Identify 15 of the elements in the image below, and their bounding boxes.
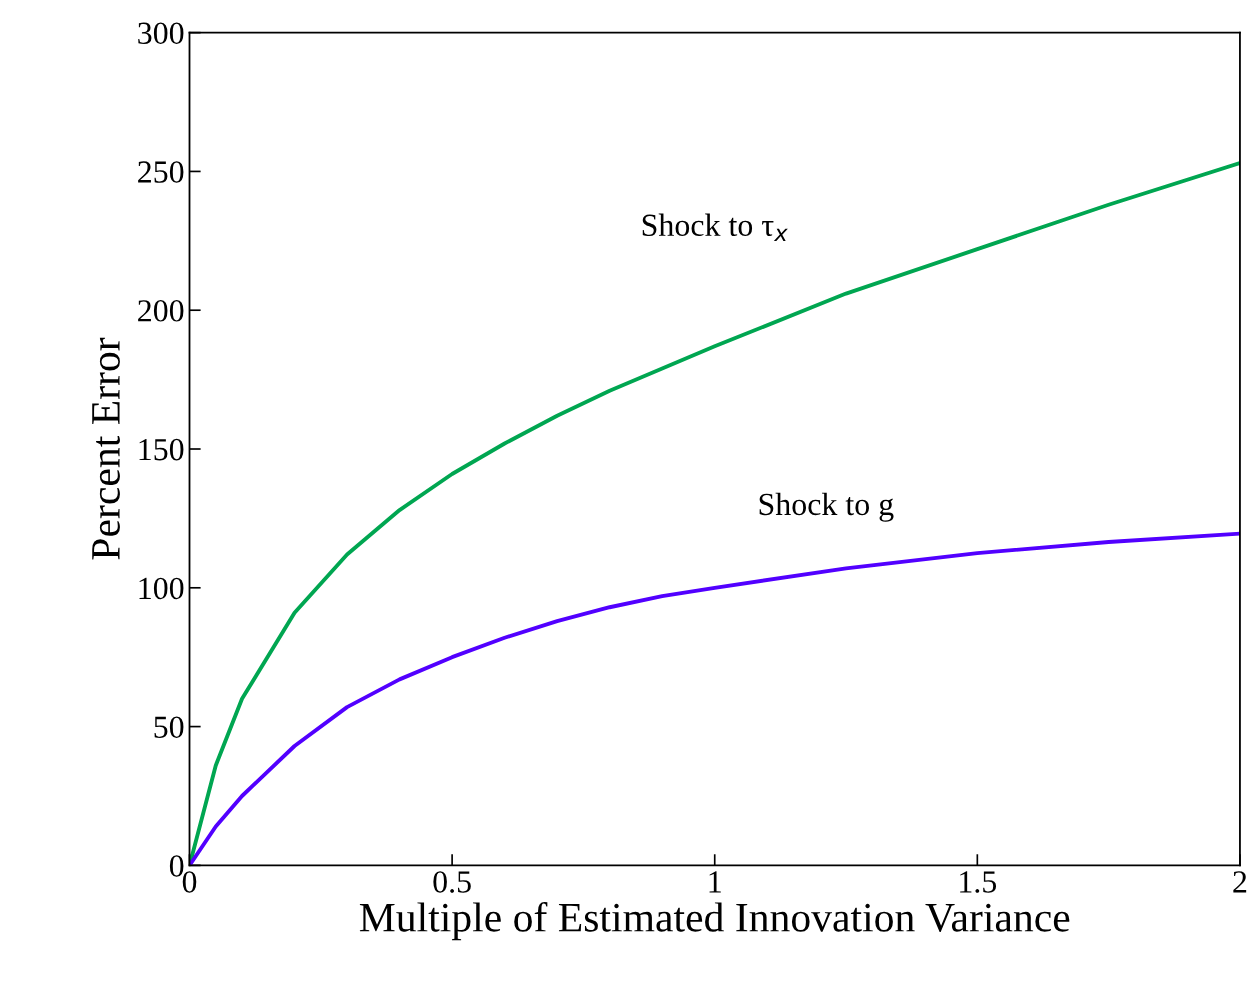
x-tick-label: 0.5	[433, 871, 471, 893]
y-tick-label: 150	[139, 438, 184, 461]
series-label: Shock to g	[759, 492, 894, 522]
x-axis-title: Multiple of Estimated Innovation Variance	[359, 901, 1070, 941]
y-tick-label: 100	[139, 577, 184, 600]
y-tick-label: 200	[138, 300, 184, 322]
y-tick-label: 300	[138, 22, 184, 45]
y-axis-title: Percent Error	[92, 337, 120, 560]
x-tick-label: 1.5	[960, 871, 997, 893]
y-tick-label: 0	[169, 855, 184, 877]
y-tick-label: 250	[138, 161, 184, 183]
x-tick-label: 2	[1233, 871, 1247, 893]
x-tick-label: 1	[709, 871, 721, 893]
text: Shock to τ$_{x}$	[642, 213, 788, 241]
y-tick-label: 50	[154, 716, 184, 738]
